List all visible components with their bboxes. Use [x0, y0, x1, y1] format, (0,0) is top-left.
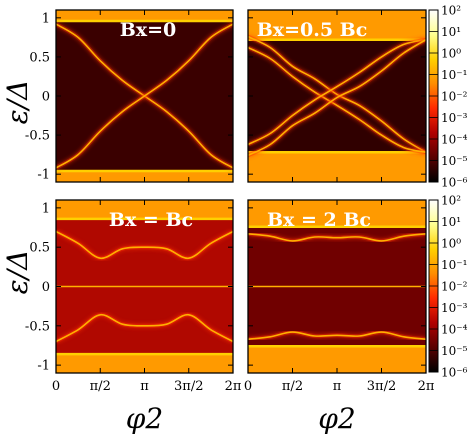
band-line-3	[248, 331, 426, 340]
x-axis-label: φ2	[126, 402, 163, 435]
panel-4: Bx = 2 Bc	[247, 199, 427, 374]
x-tick-label: 3π/2	[367, 379, 396, 394]
colorbar-2: 10² 10¹ 10⁰ 10⁻¹ 10⁻² 10⁻³ 10⁻⁴ 10⁻⁵ 10⁻⁶	[428, 194, 468, 380]
y-tick-label: 0.5	[29, 241, 50, 256]
x-tick-label: 0	[244, 379, 252, 394]
colorbar-tick-label: 10⁻⁴	[441, 323, 468, 337]
colorbar-tick-label: 10⁰	[441, 237, 461, 251]
x-tick-label: 2π	[418, 379, 435, 394]
colorbar-tick-label: 10⁰	[441, 47, 461, 61]
colorbar-tick-label: 10⁻⁵	[441, 154, 468, 168]
y-axis-label-bottom: ε/Δ	[1, 250, 34, 295]
band-line-3	[248, 38, 426, 146]
x-tick-label: π	[140, 379, 149, 394]
band-line-2	[56, 23, 233, 169]
y-tick-label: -0.5	[25, 129, 50, 144]
colorbar-tick-label: 10⁻¹	[441, 68, 467, 82]
colorbar-tick-label: 10⁻²	[441, 90, 468, 104]
colorbar-tick-label: 10¹	[441, 215, 461, 229]
colorbars: 10²10¹10⁰10⁻¹10⁻²10⁻³10⁻⁴10⁻⁵10⁻⁶10²10¹1…	[428, 4, 468, 380]
y-tick-label: -1	[37, 168, 50, 183]
panel-2: Bx=0.5 Bc	[247, 9, 427, 183]
band-line-1	[56, 230, 233, 260]
y-tick-label: 1	[42, 201, 50, 216]
panel-label: Bx = Bc	[109, 209, 193, 231]
x-tick-label: π/2	[282, 379, 303, 394]
y-tick-label: -1	[37, 359, 50, 374]
colorbar-tick-label: 10²	[441, 4, 461, 18]
colorbar-tick-label: 10⁻²	[441, 280, 468, 294]
x-tick-label: 2π	[225, 379, 242, 394]
x-tick-label: π	[333, 379, 342, 394]
x-axis-label: φ2	[318, 402, 355, 435]
panel-1: Bx=0	[55, 9, 234, 183]
x-tick-label: 3π/2	[174, 379, 203, 394]
colorbar-tick-label: 10¹	[441, 25, 461, 39]
panels: Bx=0 Bx=0.5 Bc Bx = Bc Bx = 2 Bc	[55, 9, 427, 374]
band-line-4	[248, 39, 426, 157]
panel-label: Bx = 2 Bc	[267, 209, 371, 231]
panel-label: Bx=0	[120, 19, 177, 41]
colorbar-tick-label: 10⁻¹	[441, 258, 467, 272]
y-axis-label-top: ε/Δ	[1, 80, 34, 125]
colorbar-tick-label: 10²	[441, 194, 461, 208]
y-tick-label: 0	[42, 90, 50, 105]
y-tick-label: 1	[42, 11, 50, 26]
panel-3: Bx = Bc	[55, 199, 234, 374]
band-line-3	[56, 313, 233, 343]
x-tick-label: π/2	[90, 379, 111, 394]
band-line-1	[248, 233, 426, 242]
band-line-1	[248, 35, 426, 153]
y-tick-label: 0.5	[29, 50, 50, 65]
colorbar-tick-label: 10⁻³	[441, 111, 468, 125]
colorbar-tick-label: 10⁻⁵	[441, 344, 468, 358]
panel-label: Bx=0.5 Bc	[257, 19, 368, 41]
y-tick-label: -0.5	[25, 319, 50, 334]
colorbar-tick-label: 10⁻⁶	[441, 176, 468, 190]
y-tick-label: 0	[42, 280, 50, 295]
colorbar-tick-label: 10⁻³	[441, 301, 468, 315]
x-tick-label: 0	[52, 379, 60, 394]
colorbar-tick-label: 10⁻⁶	[441, 366, 468, 380]
colorbar-tick-label: 10⁻⁴	[441, 133, 468, 147]
band-line-2	[248, 46, 426, 154]
colorbar-1: 10² 10¹ 10⁰ 10⁻¹ 10⁻² 10⁻³ 10⁻⁴ 10⁻⁵ 10⁻⁶	[428, 4, 468, 190]
